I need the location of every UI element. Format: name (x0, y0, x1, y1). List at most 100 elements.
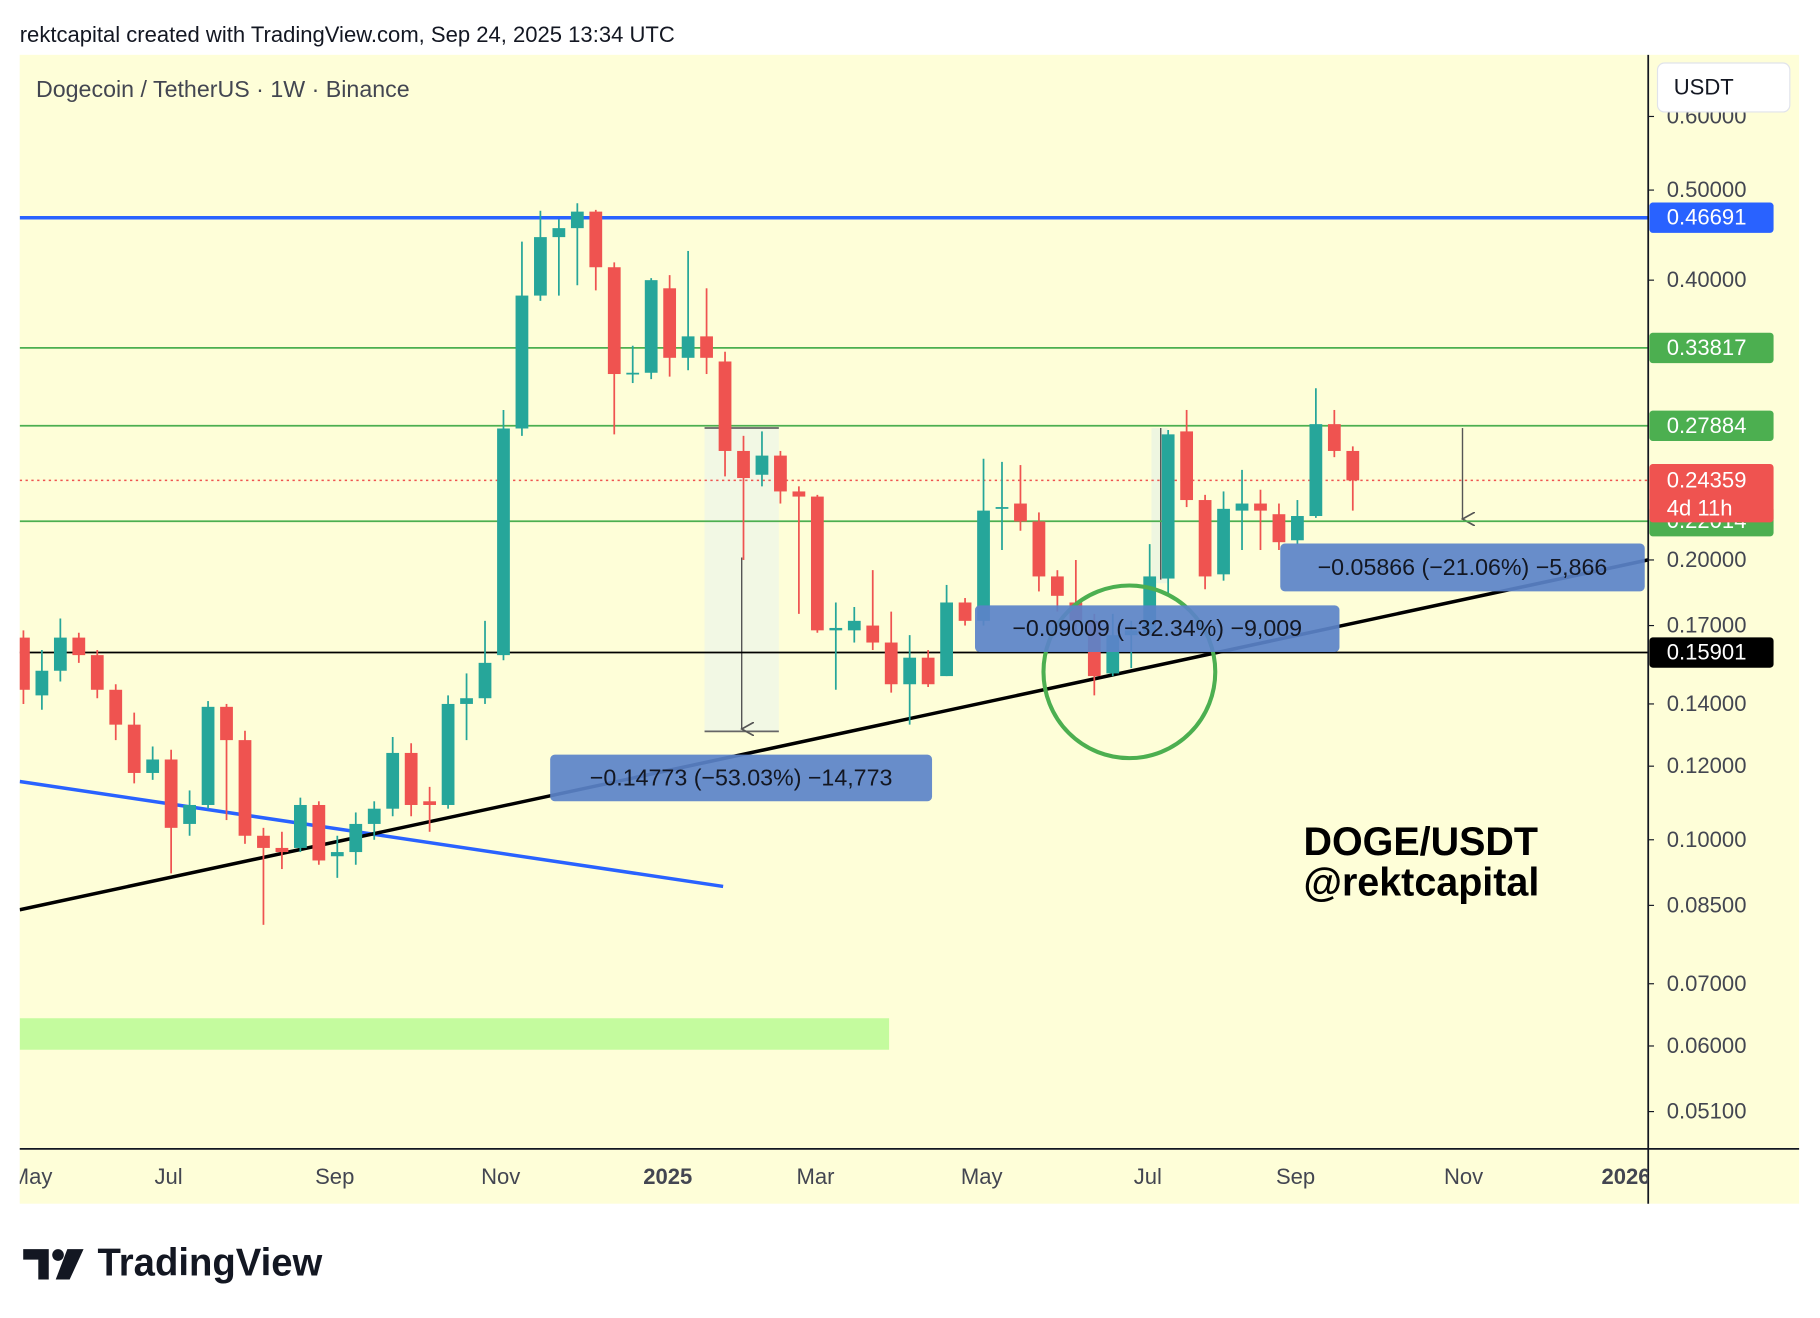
candle-body (589, 211, 603, 268)
candle-body (1235, 503, 1249, 511)
price-badge-label: 0.46691 (1667, 205, 1747, 230)
candle-body (958, 602, 972, 621)
candle-body (644, 280, 658, 373)
candle-body (977, 510, 990, 621)
candle-body (1014, 503, 1027, 522)
y-tick-label: 0.06000 (1667, 1033, 1747, 1058)
x-tick-label: Mar (797, 1164, 835, 1189)
y-tick-label: 0.20000 (1667, 547, 1747, 572)
x-tick-label: Nov (481, 1164, 520, 1189)
y-tick-label: 0.40000 (1667, 267, 1747, 292)
measure-box (975, 605, 1340, 653)
highlight-circle (1041, 583, 1218, 761)
candle-body (552, 228, 566, 238)
x-tick-label: Nov (1444, 1164, 1483, 1189)
candle-body (737, 450, 750, 479)
candle-body (995, 507, 1009, 509)
candle-body (1032, 521, 1046, 577)
measure-box (550, 754, 933, 802)
candle-body (534, 237, 547, 296)
price-badge-label: 0.24359 (1667, 467, 1747, 492)
y-tick-label: 0.12000 (1667, 753, 1747, 778)
candle-body (718, 361, 732, 451)
logo: TradingView (23, 1242, 322, 1285)
candle-body (607, 267, 621, 375)
price-badge (1649, 410, 1774, 441)
candle-body (866, 625, 880, 643)
countdown: 4d 11h (1667, 495, 1733, 520)
currency-label[interactable]: USDT (1674, 74, 1734, 99)
chart-background (19, 54, 1800, 1204)
x-tick-label: Jul (1134, 1164, 1162, 1189)
candle-body (423, 801, 437, 805)
x-tick-label: 2025 (643, 1164, 692, 1189)
currency-button[interactable] (1656, 62, 1791, 113)
candle-body (164, 759, 178, 828)
watermark: DOGE/USDT (1303, 820, 1538, 864)
candle-body (570, 211, 584, 229)
time-axis: May Jul Sep Nov 2025 Mar May Jul Sep Nov 2026 (11, 1164, 1651, 1189)
x-tick-label: May (11, 1164, 53, 1189)
candle-body (386, 752, 400, 809)
x-tick-label: Sep (315, 1164, 354, 1189)
candle-body (109, 689, 123, 725)
candle-body (90, 655, 104, 690)
y-tick-label: 0.17000 (1667, 613, 1747, 638)
price-badge-label: 0.15901 (1667, 640, 1747, 665)
candle-body (1161, 434, 1175, 579)
candle-body (127, 724, 141, 773)
logo-mark (23, 1249, 49, 1280)
logo-text: TradingView (98, 1242, 323, 1285)
measure-label: −0.14773 (−53.03%) −14,773 (590, 764, 893, 790)
candle-body (810, 496, 824, 631)
candle-body (220, 706, 233, 741)
candle-body (1180, 431, 1194, 501)
candle-body (146, 759, 160, 773)
y-tick-label: 0.07000 (1667, 971, 1747, 996)
candle-body (293, 804, 307, 848)
symbol-title: Dogecoin / TetherUS · 1W · Binance (36, 76, 410, 102)
measure-box (1280, 543, 1645, 592)
candle-body (626, 372, 640, 375)
candle-body (1327, 424, 1341, 451)
y-tick-label: 0.10000 (1667, 827, 1747, 852)
candle-body (940, 602, 953, 677)
candle-body (792, 491, 806, 497)
measure-label: −0.09009 (−32.34%) −9,009 (1012, 615, 1302, 641)
candle-body (1198, 500, 1212, 577)
candle-body (460, 698, 473, 704)
candle-body (515, 295, 529, 429)
logo-mark (55, 1249, 84, 1280)
candle-body (1291, 516, 1304, 541)
x-tick-label: Jul (154, 1164, 182, 1189)
header: rektcapital created with TradingView.com… (20, 22, 675, 47)
x-tick-label: Sep (1276, 1164, 1315, 1189)
candle-body (330, 852, 344, 857)
x-tick-label: 2026 (1602, 1164, 1651, 1189)
candle-body (53, 637, 67, 671)
candle-body (884, 642, 898, 685)
candle-body (72, 637, 86, 656)
candle-body (847, 620, 861, 631)
y-tick-label: 0.05100 (1667, 1099, 1747, 1124)
candle-body (921, 657, 935, 685)
candle-body (681, 336, 695, 358)
price-badge (1649, 637, 1774, 668)
price-badge (1649, 202, 1774, 233)
price-badge (1649, 332, 1774, 364)
candle-body (497, 428, 510, 656)
plot-area (19, 215, 1649, 1050)
candle-body (441, 703, 455, 805)
candle-body (35, 670, 49, 696)
x-tick-label: May (961, 1164, 1003, 1189)
candle-body (349, 823, 363, 853)
candle-body (257, 835, 270, 848)
candle-body (275, 847, 289, 853)
price-badges: 0.466910.338170.278840.220140.159010.243… (1649, 202, 1774, 668)
candles (19, 203, 1360, 925)
candle-body (755, 455, 769, 475)
price-badge (1649, 464, 1774, 523)
candle-body (774, 455, 787, 492)
